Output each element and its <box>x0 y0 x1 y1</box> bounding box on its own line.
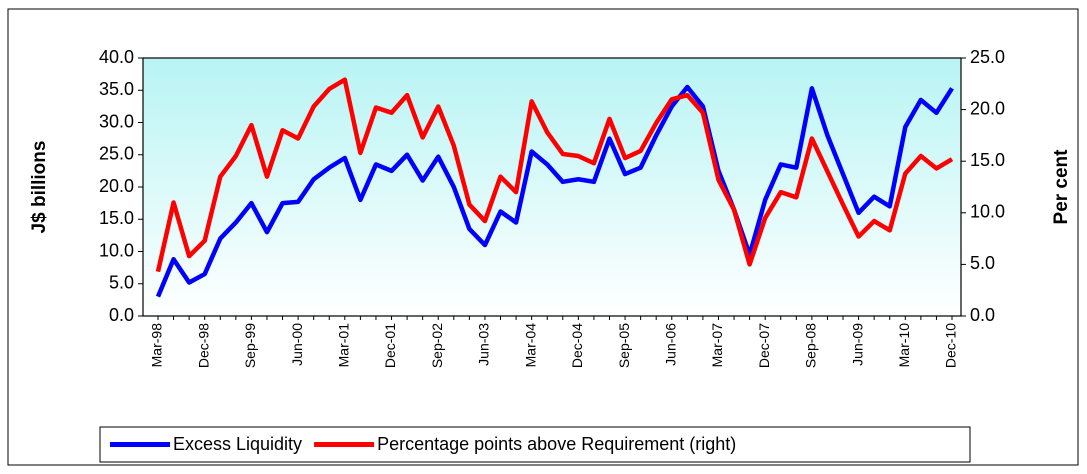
series-line <box>155 84 954 298</box>
y-tick-label: 20.0 <box>99 176 134 196</box>
y-tick-label: 0.0 <box>109 305 134 325</box>
y-tick-label: 40.0 <box>99 47 134 67</box>
x-tick-label: Dec-04 <box>569 323 585 368</box>
y2-tick-label: 5.0 <box>970 253 995 273</box>
y2-tick-label: 0.0 <box>970 305 995 325</box>
x-tick-label: Jun-09 <box>849 323 865 366</box>
y2-tick-label: 10.0 <box>970 202 1005 222</box>
x-tick-label: Jun-06 <box>662 323 678 366</box>
y2-tick-label: 15.0 <box>970 150 1005 170</box>
plot-area <box>142 57 962 317</box>
y2-tick-label: 20.0 <box>970 98 1005 118</box>
x-tick-label: Sep-99 <box>242 323 258 368</box>
x-tick-label: Dec-10 <box>943 323 959 368</box>
y2-tick-label: 25.0 <box>970 47 1005 67</box>
x-tick-label: Sep-02 <box>429 323 445 368</box>
y-tick-label: 30.0 <box>99 111 134 131</box>
y-tick-label: 35.0 <box>99 79 134 99</box>
x-tick-label: Dec-01 <box>382 323 398 368</box>
y-axis-label: J$ billions <box>29 141 50 234</box>
x-tick-label: Jun-03 <box>476 323 492 366</box>
legend-label: Excess Liquidity <box>173 434 302 454</box>
x-tick-label: Mar-01 <box>336 323 352 368</box>
y-tick-label: 10.0 <box>99 240 134 260</box>
y-tick-label: 5.0 <box>109 273 134 293</box>
y2-axis-label: Per cent <box>1051 149 1072 225</box>
series-line <box>155 77 954 273</box>
y-tick-label: 15.0 <box>99 208 134 228</box>
x-tick-label: Sep-08 <box>803 323 819 368</box>
x-tick-label: Dec-07 <box>756 323 772 368</box>
x-tick-label: Mar-98 <box>149 323 165 368</box>
legend-label: Percentage points above Requirement (rig… <box>377 434 736 454</box>
x-tick-label: Sep-05 <box>616 323 632 368</box>
legend <box>99 426 971 463</box>
y-tick-label: 25.0 <box>99 144 134 164</box>
x-tick-label: Jun-00 <box>289 323 305 366</box>
x-tick-label: Dec-98 <box>195 323 211 368</box>
x-tick-label: Mar-10 <box>896 323 912 368</box>
x-tick-label: Mar-07 <box>709 323 725 368</box>
x-tick-label: Mar-04 <box>522 323 538 368</box>
